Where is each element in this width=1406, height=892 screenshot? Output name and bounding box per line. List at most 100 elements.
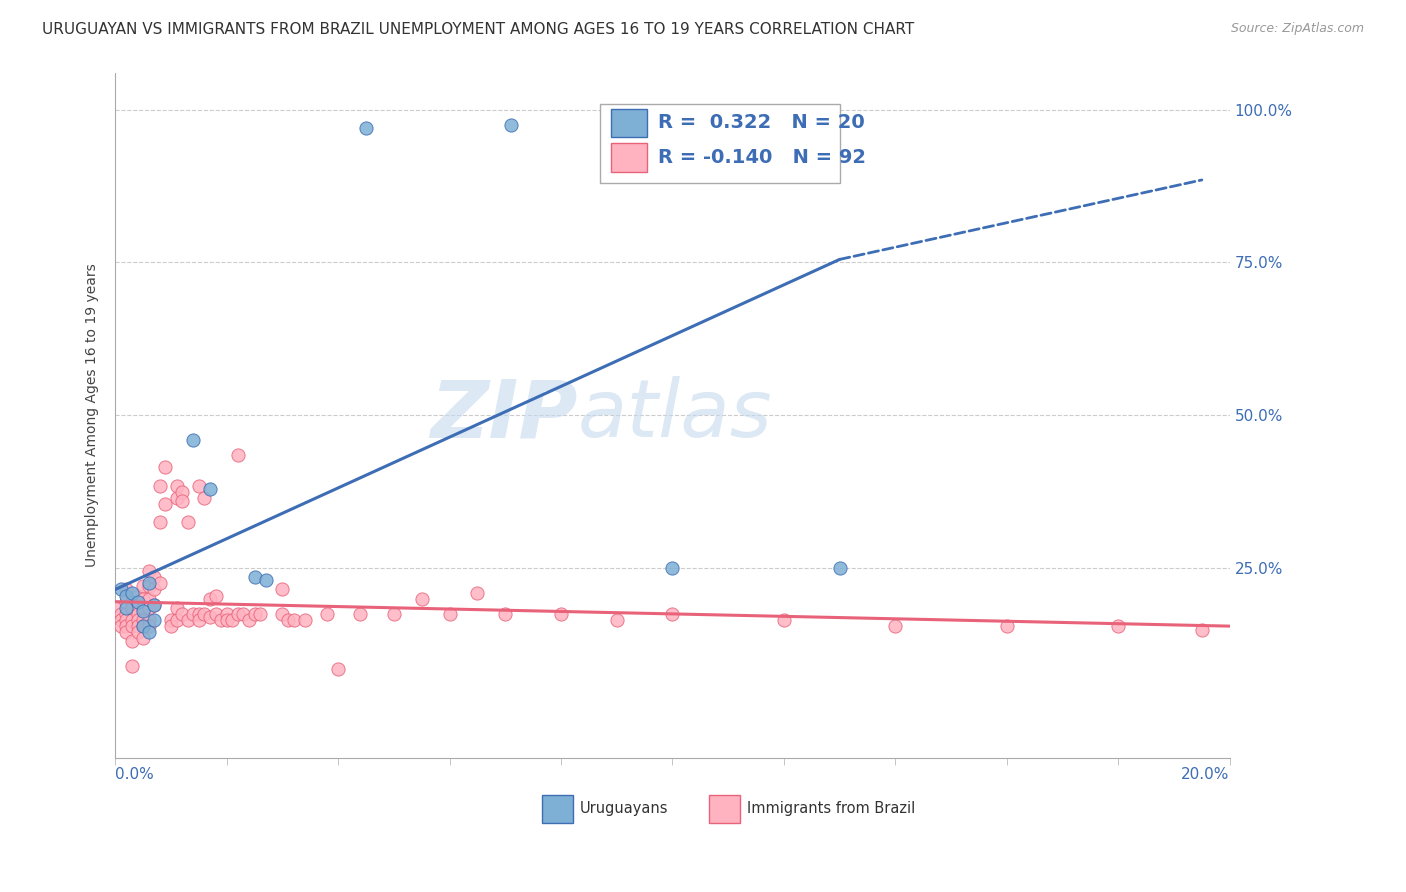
Point (316, 607, 339, 621)
Point (221, 613, 243, 627)
Point (249, 607, 271, 621)
Point (143, 570, 166, 584)
Point (499, 118, 522, 132)
Point (143, 598, 166, 612)
FancyBboxPatch shape (543, 795, 574, 823)
Point (127, 607, 149, 621)
Point (149, 515, 172, 529)
Point (166, 613, 188, 627)
Point (149, 576, 172, 591)
Point (121, 613, 143, 627)
Text: atlas: atlas (578, 376, 772, 454)
Point (115, 589, 138, 603)
Point (110, 607, 132, 621)
Point (271, 607, 294, 621)
Point (606, 613, 628, 627)
Point (238, 613, 260, 627)
Point (204, 589, 226, 603)
Point (277, 613, 299, 627)
Point (215, 613, 238, 627)
Point (439, 607, 461, 621)
Text: Immigrants from Brazil: Immigrants from Brazil (747, 801, 915, 816)
Point (138, 579, 160, 593)
Text: 0.0%: 0.0% (115, 767, 155, 782)
Point (132, 613, 155, 627)
Point (349, 607, 371, 621)
Point (187, 478, 209, 492)
Point (177, 613, 200, 627)
Point (382, 607, 405, 621)
Point (232, 607, 254, 621)
Point (132, 632, 155, 646)
Point (127, 595, 149, 609)
Point (160, 613, 183, 627)
Point (215, 607, 238, 621)
Point (138, 625, 160, 640)
Text: 20.0%: 20.0% (1181, 767, 1230, 782)
Point (138, 600, 160, 615)
Point (254, 574, 277, 588)
Point (209, 613, 232, 627)
Point (121, 600, 143, 615)
Point (121, 595, 143, 609)
Point (127, 589, 149, 603)
Point (181, 607, 204, 621)
FancyBboxPatch shape (612, 109, 647, 137)
Point (115, 625, 138, 640)
Point (773, 613, 796, 627)
Point (166, 491, 188, 505)
FancyBboxPatch shape (709, 795, 741, 823)
Point (115, 582, 138, 597)
Point (115, 595, 138, 609)
Point (115, 607, 138, 621)
Point (132, 600, 155, 615)
Text: ZIP: ZIP (430, 376, 578, 454)
Point (121, 619, 143, 633)
Point (243, 607, 266, 621)
Point (226, 448, 249, 462)
Point (115, 619, 138, 633)
Point (884, 619, 907, 633)
Point (828, 561, 851, 575)
Point (294, 613, 316, 627)
Point (132, 619, 155, 633)
Point (166, 478, 188, 492)
Point (110, 613, 132, 627)
Point (127, 625, 149, 640)
Point (115, 613, 138, 627)
Point (110, 582, 132, 597)
Point (411, 591, 433, 606)
Point (271, 582, 294, 597)
Point (132, 591, 155, 606)
Y-axis label: Unemployment Among Ages 16 to 19 years: Unemployment Among Ages 16 to 19 years (86, 263, 100, 567)
Point (1191, 624, 1213, 638)
Point (550, 607, 572, 621)
Point (198, 591, 221, 606)
Text: Uruguayans: Uruguayans (581, 801, 668, 816)
Point (187, 613, 209, 627)
Point (132, 604, 155, 618)
FancyBboxPatch shape (612, 143, 647, 171)
Point (138, 576, 160, 591)
Text: R = -0.140   N = 92: R = -0.140 N = 92 (658, 148, 866, 167)
Text: URUGUAYAN VS IMMIGRANTS FROM BRAZIL UNEMPLOYMENT AMONG AGES 16 TO 19 YEARS CORRE: URUGUAYAN VS IMMIGRANTS FROM BRAZIL UNEM… (42, 22, 914, 37)
Point (661, 561, 683, 575)
Point (995, 619, 1018, 633)
Point (187, 607, 209, 621)
Point (143, 582, 166, 597)
Point (127, 598, 149, 612)
Point (204, 607, 226, 621)
Point (160, 619, 183, 633)
Point (132, 619, 155, 633)
Point (494, 607, 516, 621)
FancyBboxPatch shape (600, 103, 839, 183)
Point (172, 607, 194, 621)
Point (243, 570, 266, 584)
Point (155, 460, 177, 475)
Point (166, 600, 188, 615)
Point (193, 491, 215, 505)
Point (155, 497, 177, 511)
Point (121, 585, 143, 599)
Point (198, 610, 221, 624)
Text: R =  0.322   N = 20: R = 0.322 N = 20 (658, 113, 865, 132)
